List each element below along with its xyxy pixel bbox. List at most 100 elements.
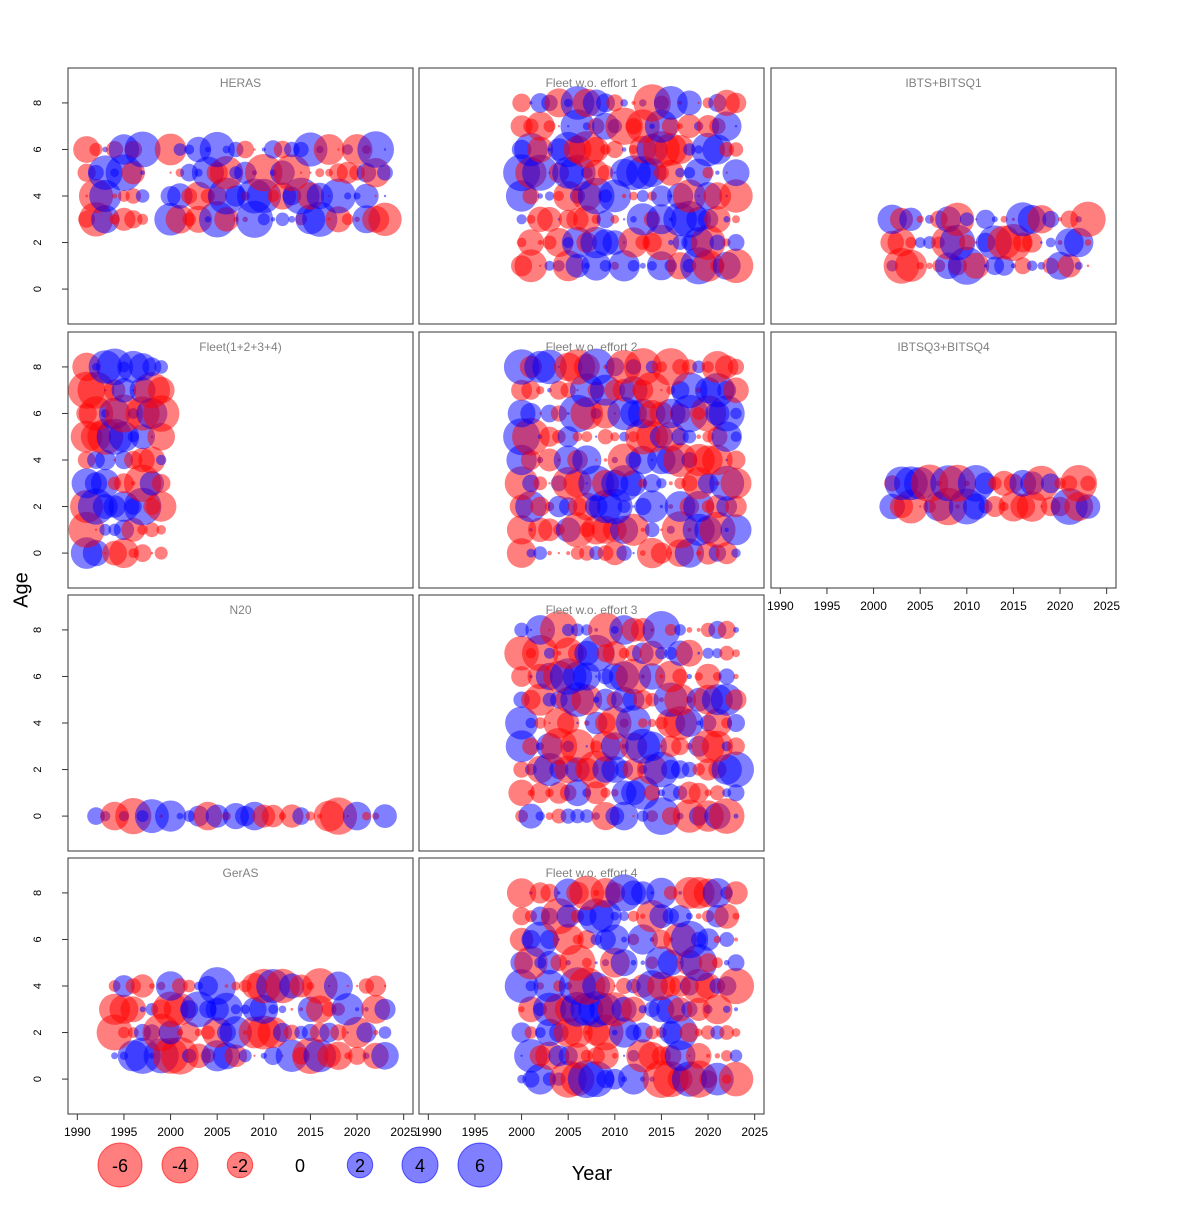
bubble-point	[514, 622, 529, 638]
bubble-point	[597, 164, 614, 181]
bubble-point	[655, 647, 668, 660]
bubble-point	[108, 538, 139, 569]
x-tick-label: 2020	[344, 1125, 371, 1139]
bubble-point	[620, 470, 647, 497]
bubble-point	[630, 959, 637, 966]
y-tick-label: 6	[32, 673, 44, 679]
bubble-point	[533, 476, 548, 491]
x-tick-label: 1990	[415, 1125, 442, 1139]
bubble-point	[632, 505, 635, 508]
bubble-point	[619, 911, 629, 922]
bubble-point	[664, 624, 677, 636]
bubble-point	[562, 623, 575, 637]
bubble-point	[610, 432, 620, 442]
bubble-point	[597, 429, 614, 445]
panel-title: HERAS	[220, 76, 261, 90]
bubble-point	[1045, 237, 1056, 248]
bubble-point	[725, 689, 747, 711]
bubble-point	[557, 551, 561, 555]
bubble-point	[696, 928, 720, 951]
bubble-point	[571, 684, 603, 716]
bubble-point	[524, 683, 557, 716]
bubble-point	[695, 913, 702, 920]
bubble-point	[722, 159, 750, 187]
bubble-point	[544, 647, 555, 659]
bubble-point	[712, 957, 723, 969]
bubble-point	[629, 191, 638, 201]
bubble-point	[916, 262, 924, 270]
bubble-point	[560, 729, 595, 764]
bubble-point	[665, 135, 695, 164]
bubble-point	[309, 171, 312, 174]
bubble-point	[714, 1053, 721, 1059]
bubble-point	[89, 142, 103, 157]
bubble-point	[732, 912, 740, 920]
bubble-point	[919, 505, 922, 508]
bubble-point	[608, 250, 640, 282]
bubble-point	[544, 260, 555, 271]
panel-title: GerAS	[222, 866, 258, 880]
bubble-point	[650, 542, 673, 564]
bubble-point	[723, 1005, 731, 1013]
bubble-point	[622, 218, 626, 221]
bubble-point	[991, 216, 998, 223]
bubble-group	[504, 874, 755, 1099]
bubble-point	[602, 641, 627, 666]
panel-title: IBTSQ3+BITSQ4	[897, 340, 990, 354]
y-tick-label: 2	[32, 1029, 44, 1035]
bubble-point	[149, 983, 155, 989]
y-tick-label: 8	[32, 364, 44, 370]
bubble-point	[1084, 239, 1092, 246]
bubble-point	[656, 478, 667, 489]
bubble-point	[887, 228, 916, 257]
bubble-point	[154, 546, 168, 560]
bubble-point	[701, 730, 734, 762]
bubble-point	[677, 114, 702, 139]
bubble-point	[718, 248, 754, 284]
bubble-point	[150, 551, 154, 555]
bubble-point	[173, 143, 187, 156]
bubble-point	[537, 193, 543, 199]
panel-ibtsq3-bitsq4: IBTSQ3+BITSQ4 1990 1995 2000 2005 2010 2015 202…	[767, 331, 1120, 613]
bubble-point	[681, 359, 698, 375]
bubble-point	[696, 627, 701, 632]
bubble-point	[940, 202, 975, 236]
size-legend: -6 -4 -2 0 2 4 6	[97, 1142, 503, 1188]
bubble-point	[506, 515, 537, 545]
bubble-point	[702, 444, 733, 476]
bubble-point	[90, 468, 120, 498]
bubble-point	[685, 1043, 712, 1069]
y-axis-label: Age	[10, 572, 32, 608]
bubble-point	[709, 785, 725, 801]
bubble-point	[733, 673, 739, 680]
panel-frame	[770, 67, 1117, 325]
y-tick-label: 4	[32, 457, 44, 463]
bubble-point	[926, 262, 933, 269]
x-tick-label: 2025	[390, 1125, 417, 1139]
bubble-point	[620, 99, 628, 107]
y-tick-label: 0	[32, 813, 44, 819]
bubble-point	[371, 1042, 399, 1070]
bubble-point	[640, 960, 646, 965]
bubble-point	[644, 784, 661, 801]
bubble-point	[939, 224, 976, 261]
bubble-point	[580, 809, 594, 823]
bubble-point	[725, 495, 747, 518]
bubble-point	[566, 551, 571, 556]
bubble-point	[299, 171, 303, 174]
panel-title: Fleet w.o. effort 2	[546, 340, 638, 354]
bubble-point	[635, 490, 669, 523]
bubble-point	[533, 546, 547, 560]
bubble-point	[702, 167, 714, 179]
bubble-point	[508, 779, 535, 806]
bubble-point	[133, 544, 152, 562]
bubble-point	[576, 721, 579, 725]
bubble-point	[730, 431, 742, 443]
bubble-point	[702, 134, 733, 165]
bubble-point	[383, 984, 387, 988]
bubble-point	[194, 1028, 203, 1037]
bubble-point	[356, 1022, 377, 1043]
bubble-point	[694, 1028, 703, 1037]
bubble-point	[718, 1061, 754, 1097]
